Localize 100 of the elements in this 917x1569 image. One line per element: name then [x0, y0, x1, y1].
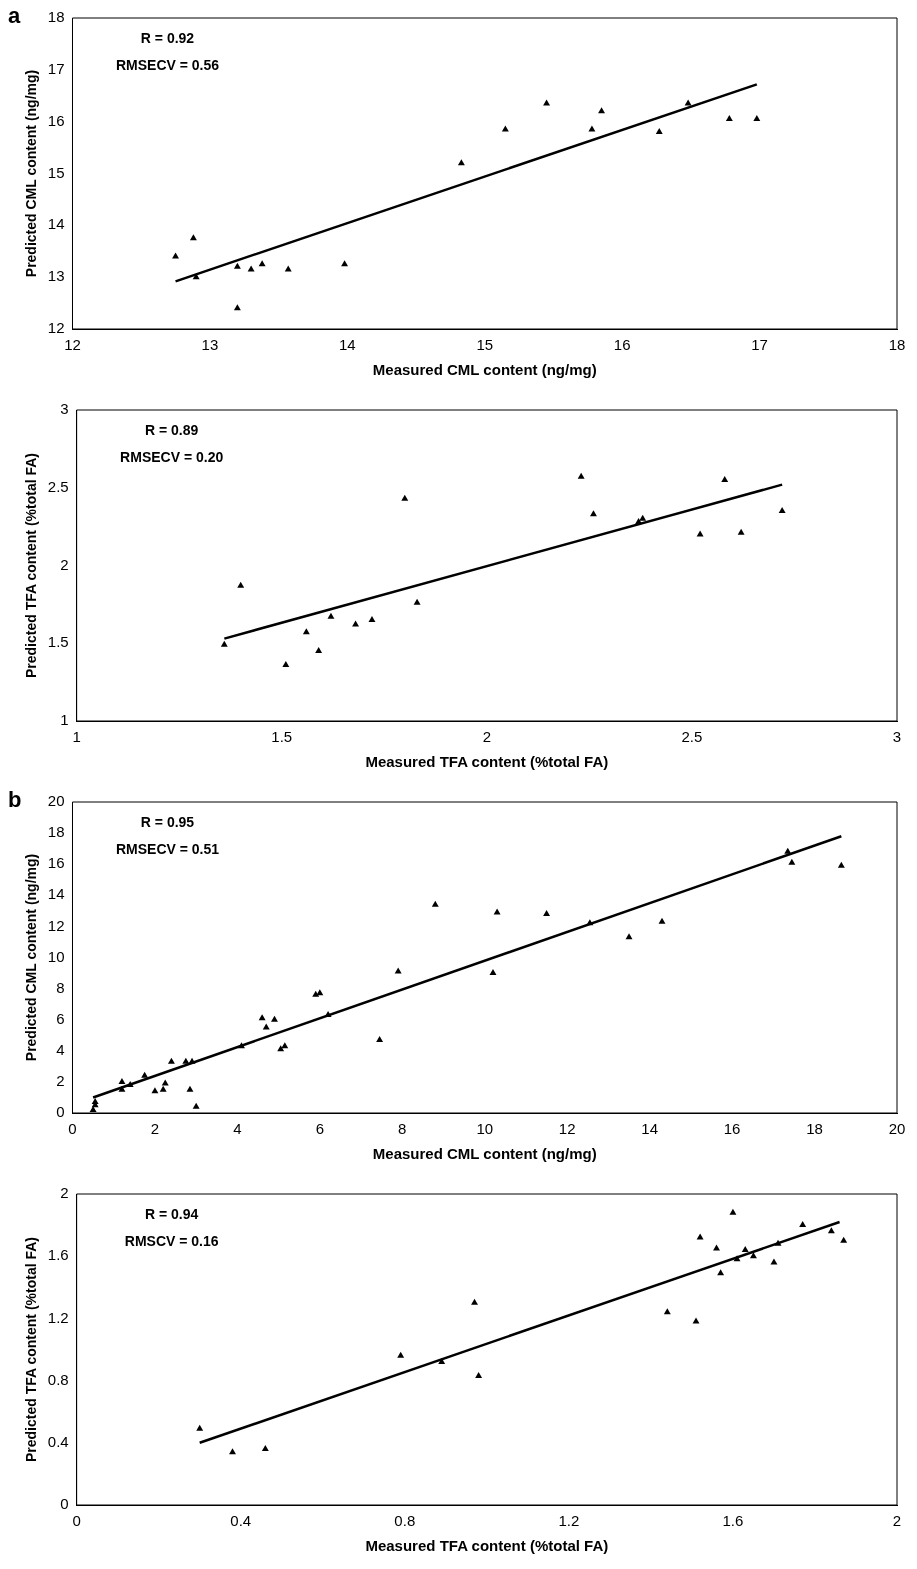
point [489, 969, 497, 976]
point [543, 99, 551, 106]
point [233, 304, 241, 311]
x-tick-label: 1.6 [722, 1512, 744, 1530]
point [220, 640, 228, 647]
point [729, 1208, 737, 1215]
x-axis-title: Measured CML content (ng/mg) [372, 361, 597, 379]
x-tick-label: 14 [641, 1120, 658, 1138]
point [543, 909, 551, 916]
x-tick-label: 14 [338, 336, 356, 354]
x-tick-label: 0 [72, 1512, 81, 1530]
x-tick-label: 8 [398, 1120, 407, 1138]
x-axis-title: Measured TFA content (%total FA) [365, 753, 609, 771]
y-tick-label: 0.8 [47, 1370, 69, 1388]
point [186, 1085, 194, 1092]
point [167, 1057, 175, 1064]
point [141, 1071, 149, 1078]
point [89, 1105, 97, 1112]
point [196, 1424, 204, 1431]
point [741, 1245, 749, 1252]
y-tick-label: 16 [47, 111, 65, 129]
point [229, 1448, 236, 1455]
point [188, 1057, 196, 1064]
x-tick-label: 2 [150, 1120, 160, 1138]
y-axis-title: Predicted CML content (ng/mg) [23, 853, 40, 1062]
y-tick-label: 12 [47, 319, 65, 337]
point [737, 528, 745, 535]
y-tick-label: 0 [60, 1495, 69, 1513]
point [233, 262, 241, 269]
point [315, 647, 323, 654]
y-tick-label: 1.5 [47, 633, 69, 651]
point [725, 115, 733, 122]
y-axis-title: Predicted TFA content (%total FA) [23, 1236, 40, 1463]
annotation: RMSECV = 0.20 [120, 448, 224, 465]
y-tick-label: 0.4 [47, 1432, 69, 1450]
annotation: R = 0.94 [144, 1205, 199, 1222]
annotation: R = 0.95 [140, 813, 195, 830]
y-tick-label: 14 [47, 885, 65, 903]
point [684, 99, 692, 106]
point [696, 1233, 704, 1240]
x-tick-label: 0.4 [230, 1512, 252, 1530]
x-tick-label: 6 [315, 1120, 325, 1138]
point [475, 1371, 483, 1378]
annotation: RMSECV = 0.56 [115, 56, 220, 73]
x-tick-label: 18 [888, 336, 906, 354]
y-tick-label: 10 [47, 947, 65, 965]
point [663, 1308, 671, 1315]
y-tick-label: 13 [47, 267, 65, 285]
point [658, 917, 666, 924]
y-tick-label: 12 [47, 916, 65, 934]
point [471, 1298, 478, 1305]
point [598, 107, 606, 114]
point [189, 234, 197, 241]
x-tick-label: 13 [201, 336, 219, 354]
y-tick-label: 6 [56, 1009, 65, 1027]
x-tick-label: 17 [751, 336, 768, 354]
point [837, 861, 845, 868]
x-axis-title: Measured TFA content (%total FA) [365, 1537, 609, 1555]
x-tick-label: 0.8 [394, 1512, 416, 1530]
point [341, 260, 349, 267]
x-axis-title: Measured CML content (ng/mg) [372, 1145, 597, 1163]
point [261, 1445, 269, 1452]
y-tick-label: 16 [47, 854, 65, 872]
point [438, 1357, 446, 1364]
point [277, 1045, 285, 1052]
y-tick-label: 1.2 [47, 1308, 69, 1326]
point [258, 1014, 266, 1021]
y-axis-title: Predicted TFA content (%total FA) [23, 452, 40, 679]
annotation: RMSCV = 0.16 [124, 1232, 219, 1249]
point [749, 1252, 757, 1259]
point [586, 919, 594, 926]
point [655, 128, 663, 135]
point [182, 1057, 190, 1064]
point [126, 1081, 134, 1088]
point [192, 1102, 200, 1109]
point [635, 517, 643, 524]
y-tick-label: 17 [47, 59, 65, 77]
x-tick-label: 12 [558, 1120, 576, 1138]
x-tick-label: 10 [476, 1120, 494, 1138]
y-tick-label: 2.5 [47, 477, 69, 495]
x-tick-label: 3 [892, 728, 902, 746]
y-tick-label: 15 [47, 163, 65, 181]
point [247, 265, 255, 272]
y-tick-label: 14 [47, 215, 65, 233]
x-tick-label: 20 [888, 1120, 906, 1138]
y-tick-label: 18 [47, 8, 65, 26]
point [151, 1087, 159, 1094]
chart-title: a [8, 3, 21, 29]
x-tick-label: 1 [72, 728, 81, 746]
chart-title: b [8, 787, 22, 813]
point [639, 514, 647, 521]
point [840, 1236, 848, 1243]
y-tick-label: 1 [60, 711, 69, 729]
y-tick-label: 3 [60, 400, 69, 418]
x-tick-label: 15 [476, 336, 494, 354]
point [271, 1015, 278, 1022]
y-tick-label: 2 [60, 555, 69, 573]
point [692, 1317, 700, 1324]
x-tick-label: 2 [892, 1512, 902, 1530]
y-tick-label: 4 [56, 1040, 65, 1058]
